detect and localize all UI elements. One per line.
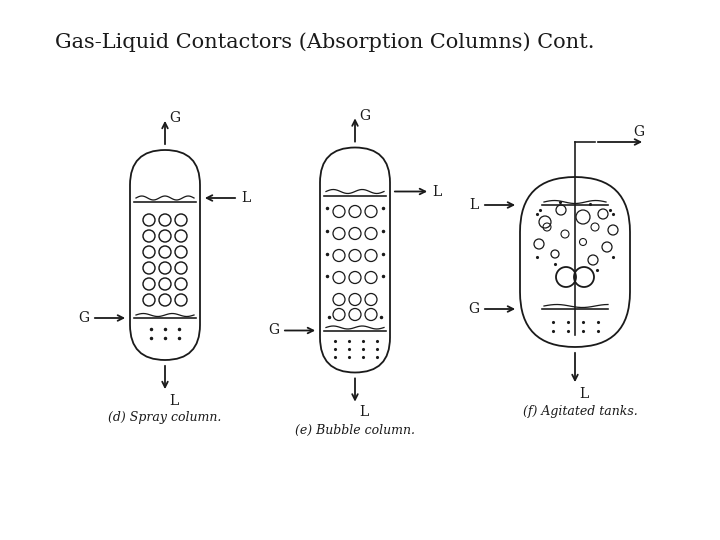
Text: L: L (469, 198, 479, 212)
Text: G: G (468, 302, 479, 316)
FancyBboxPatch shape (130, 150, 200, 360)
Text: L: L (169, 394, 179, 408)
Text: (d) Spray column.: (d) Spray column. (108, 411, 222, 424)
Text: (f) Agitated tanks.: (f) Agitated tanks. (523, 406, 637, 419)
Text: G: G (359, 109, 370, 123)
Text: G: G (169, 111, 180, 125)
FancyBboxPatch shape (520, 177, 630, 347)
Text: G: G (78, 311, 89, 325)
Text: L: L (241, 191, 251, 205)
FancyBboxPatch shape (320, 147, 390, 373)
Text: G: G (268, 323, 279, 338)
Text: L: L (359, 404, 368, 418)
Text: (e) Bubble column.: (e) Bubble column. (295, 424, 415, 437)
Text: G: G (633, 125, 644, 139)
Text: Gas-Liquid Contactors (Absorption Columns) Cont.: Gas-Liquid Contactors (Absorption Column… (55, 32, 595, 52)
Text: L: L (579, 387, 588, 401)
Text: L: L (432, 185, 441, 199)
